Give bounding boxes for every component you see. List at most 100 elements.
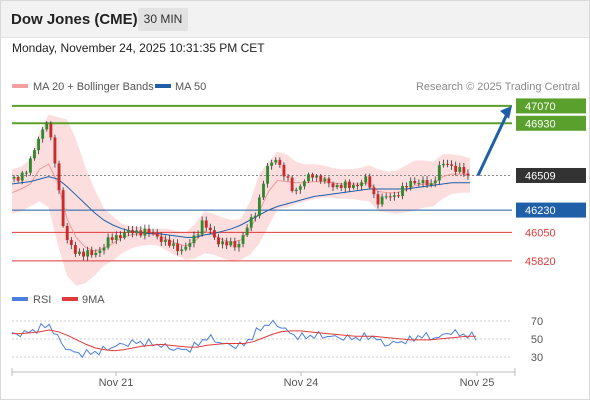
candle-body	[37, 138, 41, 151]
candle-body	[315, 175, 319, 178]
legend-swatch-ma20	[12, 84, 28, 88]
candle-body	[401, 186, 404, 197]
candle-body	[368, 176, 372, 188]
candle-body	[53, 137, 57, 164]
candle-body	[429, 183, 433, 186]
candle-body	[61, 190, 65, 227]
candle-body	[12, 177, 16, 179]
candle-body	[319, 175, 323, 182]
candle-body	[41, 129, 45, 139]
candle-body	[253, 215, 257, 218]
candle-body	[225, 241, 229, 246]
candle-body	[131, 230, 135, 234]
candle-body	[441, 163, 445, 166]
level-box-current	[516, 167, 586, 183]
candle-body	[73, 244, 77, 254]
candle-body	[413, 181, 417, 184]
candle-body	[311, 174, 314, 178]
candle-body	[331, 183, 335, 188]
candle-body	[65, 226, 69, 241]
candle-body	[290, 177, 294, 192]
candle-body	[298, 186, 302, 190]
candle-body	[352, 184, 355, 188]
candle-body	[307, 174, 310, 182]
legend-label-9ma: 9MA	[82, 294, 105, 306]
candle-body	[282, 164, 286, 177]
candle-body	[462, 167, 466, 174]
candle-body	[86, 250, 90, 257]
rsi-9ma-line	[12, 329, 476, 352]
candle-body	[200, 220, 204, 235]
candle-body	[257, 197, 261, 216]
forecast-arrow-shaft	[476, 111, 510, 177]
candle-body	[176, 243, 180, 252]
candle-body	[388, 196, 392, 198]
level-label-46050: 46050	[525, 227, 556, 239]
candle-body	[33, 150, 36, 159]
candle-body	[417, 183, 421, 185]
instrument-title: Dow Jones (CME)	[11, 11, 138, 28]
timeframe-button[interactable]: 30 MIN	[138, 8, 188, 31]
candle-body	[16, 177, 20, 181]
legend-swatch-ma50	[155, 84, 171, 88]
candle-body	[180, 249, 184, 252]
rsi-line	[11, 319, 477, 358]
level-label-current: 46509	[525, 170, 556, 182]
candle-body	[327, 178, 331, 184]
candle-body	[143, 228, 147, 236]
candle-body	[409, 181, 413, 188]
candle-body	[127, 230, 130, 233]
candle-body	[360, 182, 364, 187]
header-bar: Dow Jones (CME) 30 MIN	[1, 1, 589, 38]
candle-body	[270, 162, 274, 166]
candle-body	[392, 195, 396, 197]
candle-body	[347, 181, 351, 188]
candles	[12, 121, 470, 261]
candle-body	[184, 246, 188, 250]
legend-label-ma20: MA 20 + Bollinger Bands	[33, 81, 154, 93]
candle-body	[20, 172, 24, 181]
candle-body	[28, 158, 32, 173]
candle-body	[155, 233, 159, 237]
candle-body	[356, 184, 359, 187]
candle-body	[364, 176, 368, 183]
level-box-47070	[516, 98, 586, 114]
candle-body	[454, 165, 458, 172]
candle-body	[208, 227, 212, 231]
time-label-nov-21: Nov 21	[99, 377, 134, 389]
candle-body	[405, 186, 409, 188]
candle-body	[172, 243, 175, 246]
candle-body	[118, 235, 122, 238]
candle-body	[433, 180, 437, 184]
candle-body	[192, 235, 196, 244]
candle-body	[204, 220, 208, 228]
time-label-nov-25: Nov 25	[460, 377, 495, 389]
candle-body	[57, 163, 61, 191]
legend-label-ma50: MA 50	[175, 81, 206, 93]
candle-body	[229, 241, 233, 246]
candle-body	[163, 239, 167, 242]
level-label-46930: 46930	[525, 118, 556, 130]
ma50-line	[11, 176, 470, 238]
candle-body	[196, 234, 200, 236]
rsi-tick-70: 70	[531, 316, 543, 328]
candle-body	[45, 123, 49, 130]
candle-body	[376, 194, 380, 205]
level-label-45820: 45820	[525, 256, 556, 268]
level-label-pivot: 46230	[525, 205, 556, 217]
level-box-46930	[516, 115, 586, 131]
candle-body	[274, 159, 278, 163]
candle-body	[151, 232, 155, 234]
bollinger-band	[12, 114, 470, 286]
legend-label-rsi: RSI	[33, 294, 51, 306]
candle-body	[249, 217, 253, 228]
candle-body	[380, 196, 384, 205]
candle-body	[335, 185, 339, 188]
candle-body	[114, 235, 118, 240]
candle-body	[106, 237, 110, 248]
candle-body	[262, 183, 265, 198]
candle-body	[446, 163, 449, 165]
candle-body	[168, 239, 171, 246]
candle-body	[458, 167, 462, 172]
candle-body	[94, 252, 98, 256]
